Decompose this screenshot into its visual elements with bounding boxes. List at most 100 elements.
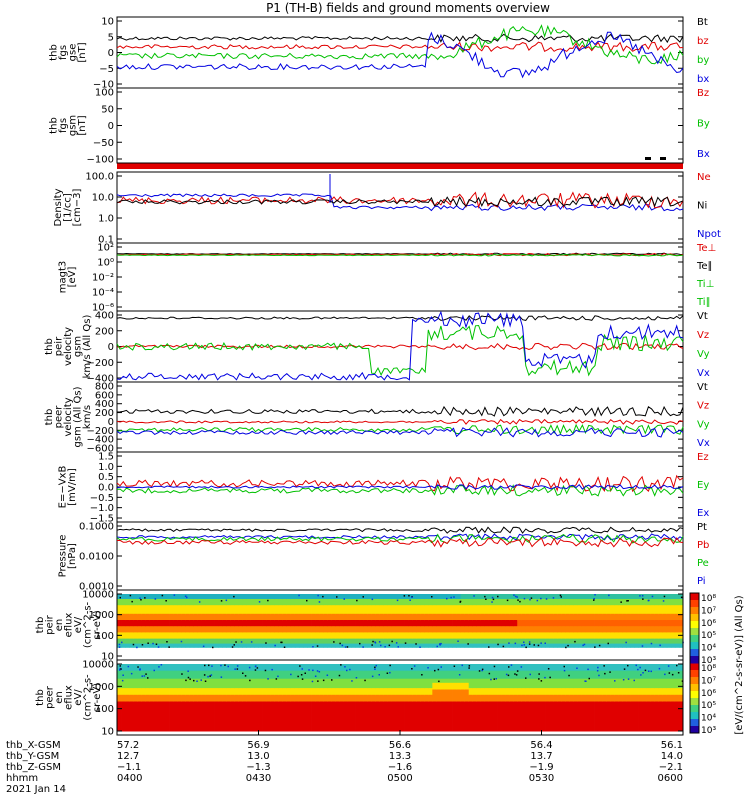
spectrogram-cell [618, 638, 623, 645]
quality-flag-mark [660, 157, 666, 160]
spectrogram-cell [432, 664, 437, 672]
spectrogram-cell [129, 643, 134, 648]
spectrogram-cell [472, 620, 478, 627]
spectrogram-cell [670, 626, 676, 633]
spectrogram-cell [505, 626, 510, 633]
spectrogram-noise [639, 666, 641, 669]
spectrogram-cell [266, 694, 272, 702]
spectrogram-cell [157, 638, 162, 645]
spectrogram-cell [238, 694, 243, 702]
spectrogram-noise [515, 674, 518, 676]
spectrogram-cell [189, 613, 195, 621]
y-axis-label: [cm−3] [72, 189, 83, 227]
spectrogram-cell [319, 670, 324, 680]
spectrogram-noise [326, 674, 329, 676]
spectrogram-cell [598, 599, 603, 606]
spectrogram-cell [545, 613, 550, 621]
spectrogram-cell [367, 688, 373, 696]
legend-entry: Vy [697, 419, 710, 430]
spectrogram-cell [230, 701, 235, 732]
legend-entry: Ti∥ [696, 297, 711, 308]
spectrogram-cell [177, 594, 183, 600]
spectrogram-cell [141, 599, 146, 606]
spectrogram-cell [359, 678, 365, 689]
spectrogram-cell [339, 688, 344, 696]
spectrogram-cell [654, 599, 660, 606]
spectrogram-cell [448, 620, 453, 627]
spectrogram-cell [391, 638, 397, 645]
spectrogram-cell [254, 613, 259, 621]
spectrogram-cell [169, 599, 174, 606]
spectrogram-cell [226, 599, 231, 606]
spectrogram-cell [250, 688, 255, 696]
spectrogram-cell [379, 701, 385, 732]
spectrogram-cell [218, 594, 223, 600]
spectrogram-noise [514, 673, 516, 675]
spectrogram-cell [557, 613, 563, 621]
spectrogram-cell [606, 670, 611, 680]
spectrogram-cell [327, 594, 332, 600]
spectrogram-noise [419, 646, 421, 648]
spectrogram-cell [541, 678, 546, 689]
spectrogram-noise [488, 672, 491, 675]
spectrogram-cell [448, 682, 453, 690]
spectrogram-cell [157, 626, 162, 633]
spectrogram-cell [185, 620, 191, 627]
spectrogram-cell [153, 678, 158, 689]
spectrogram-cell [262, 613, 267, 621]
spectrogram-cell [646, 632, 652, 640]
spectrogram-cell [416, 620, 421, 627]
spectrogram-cell [214, 638, 219, 645]
spectrogram-cell [626, 613, 631, 621]
spectrogram-noise [614, 680, 616, 682]
spectrogram-cell [165, 613, 170, 621]
colorbar-tick-label: 10⁷ [701, 676, 716, 686]
spectrogram-cell [400, 643, 405, 648]
spectrogram-cell [282, 626, 288, 633]
spectrogram-cell [327, 643, 332, 648]
spectrogram-cell [234, 694, 239, 702]
spectrogram-cell [343, 670, 348, 680]
spectrogram-cell [432, 613, 437, 621]
spectrogram-noise [157, 646, 160, 648]
legend-entry: Vt [697, 311, 708, 322]
spectrogram-cell [254, 620, 259, 627]
spectrogram-cell [585, 694, 591, 702]
spectrogram-cell [585, 688, 591, 696]
spectrogram-cell [561, 605, 567, 615]
spectrogram-cell [117, 594, 122, 600]
spectrogram-cell [541, 613, 546, 621]
spectrogram-cell [622, 694, 627, 702]
series-line [116, 474, 684, 493]
spectrogram-cell [395, 701, 401, 732]
spectrogram-noise [224, 664, 226, 666]
spectrogram-cell [133, 638, 138, 645]
spectrogram-cell [452, 678, 457, 684]
spectrogram-cell [169, 694, 174, 702]
spectrogram-cell [472, 694, 478, 702]
spectrogram-cell [525, 701, 530, 732]
spectrogram-cell [444, 689, 449, 703]
spectrogram-cell [201, 599, 207, 606]
spectrogram-cell [404, 670, 409, 680]
spectrogram-cell [391, 594, 397, 600]
spectrogram-cell [339, 626, 344, 633]
spectrogram-cell [650, 626, 656, 633]
spectrogram-cell [141, 670, 146, 680]
spectrogram-noise [185, 679, 187, 682]
spectrogram-cell [658, 599, 664, 606]
spectrogram-cell [383, 678, 389, 689]
spectrogram-cell [363, 594, 369, 600]
spectrogram-cell [331, 670, 336, 680]
legend-entry: Vx [697, 368, 710, 379]
spectrogram-cell [218, 613, 223, 621]
spectrogram-noise [139, 668, 141, 670]
spectrogram-cell [505, 638, 510, 645]
spectrogram-cell [355, 670, 360, 680]
spectrogram-cell [630, 599, 635, 606]
spectrogram-cell [246, 670, 251, 680]
spectrogram-cell [598, 688, 603, 696]
spectrogram-cell [662, 613, 668, 621]
spectrogram-cell [464, 682, 470, 690]
